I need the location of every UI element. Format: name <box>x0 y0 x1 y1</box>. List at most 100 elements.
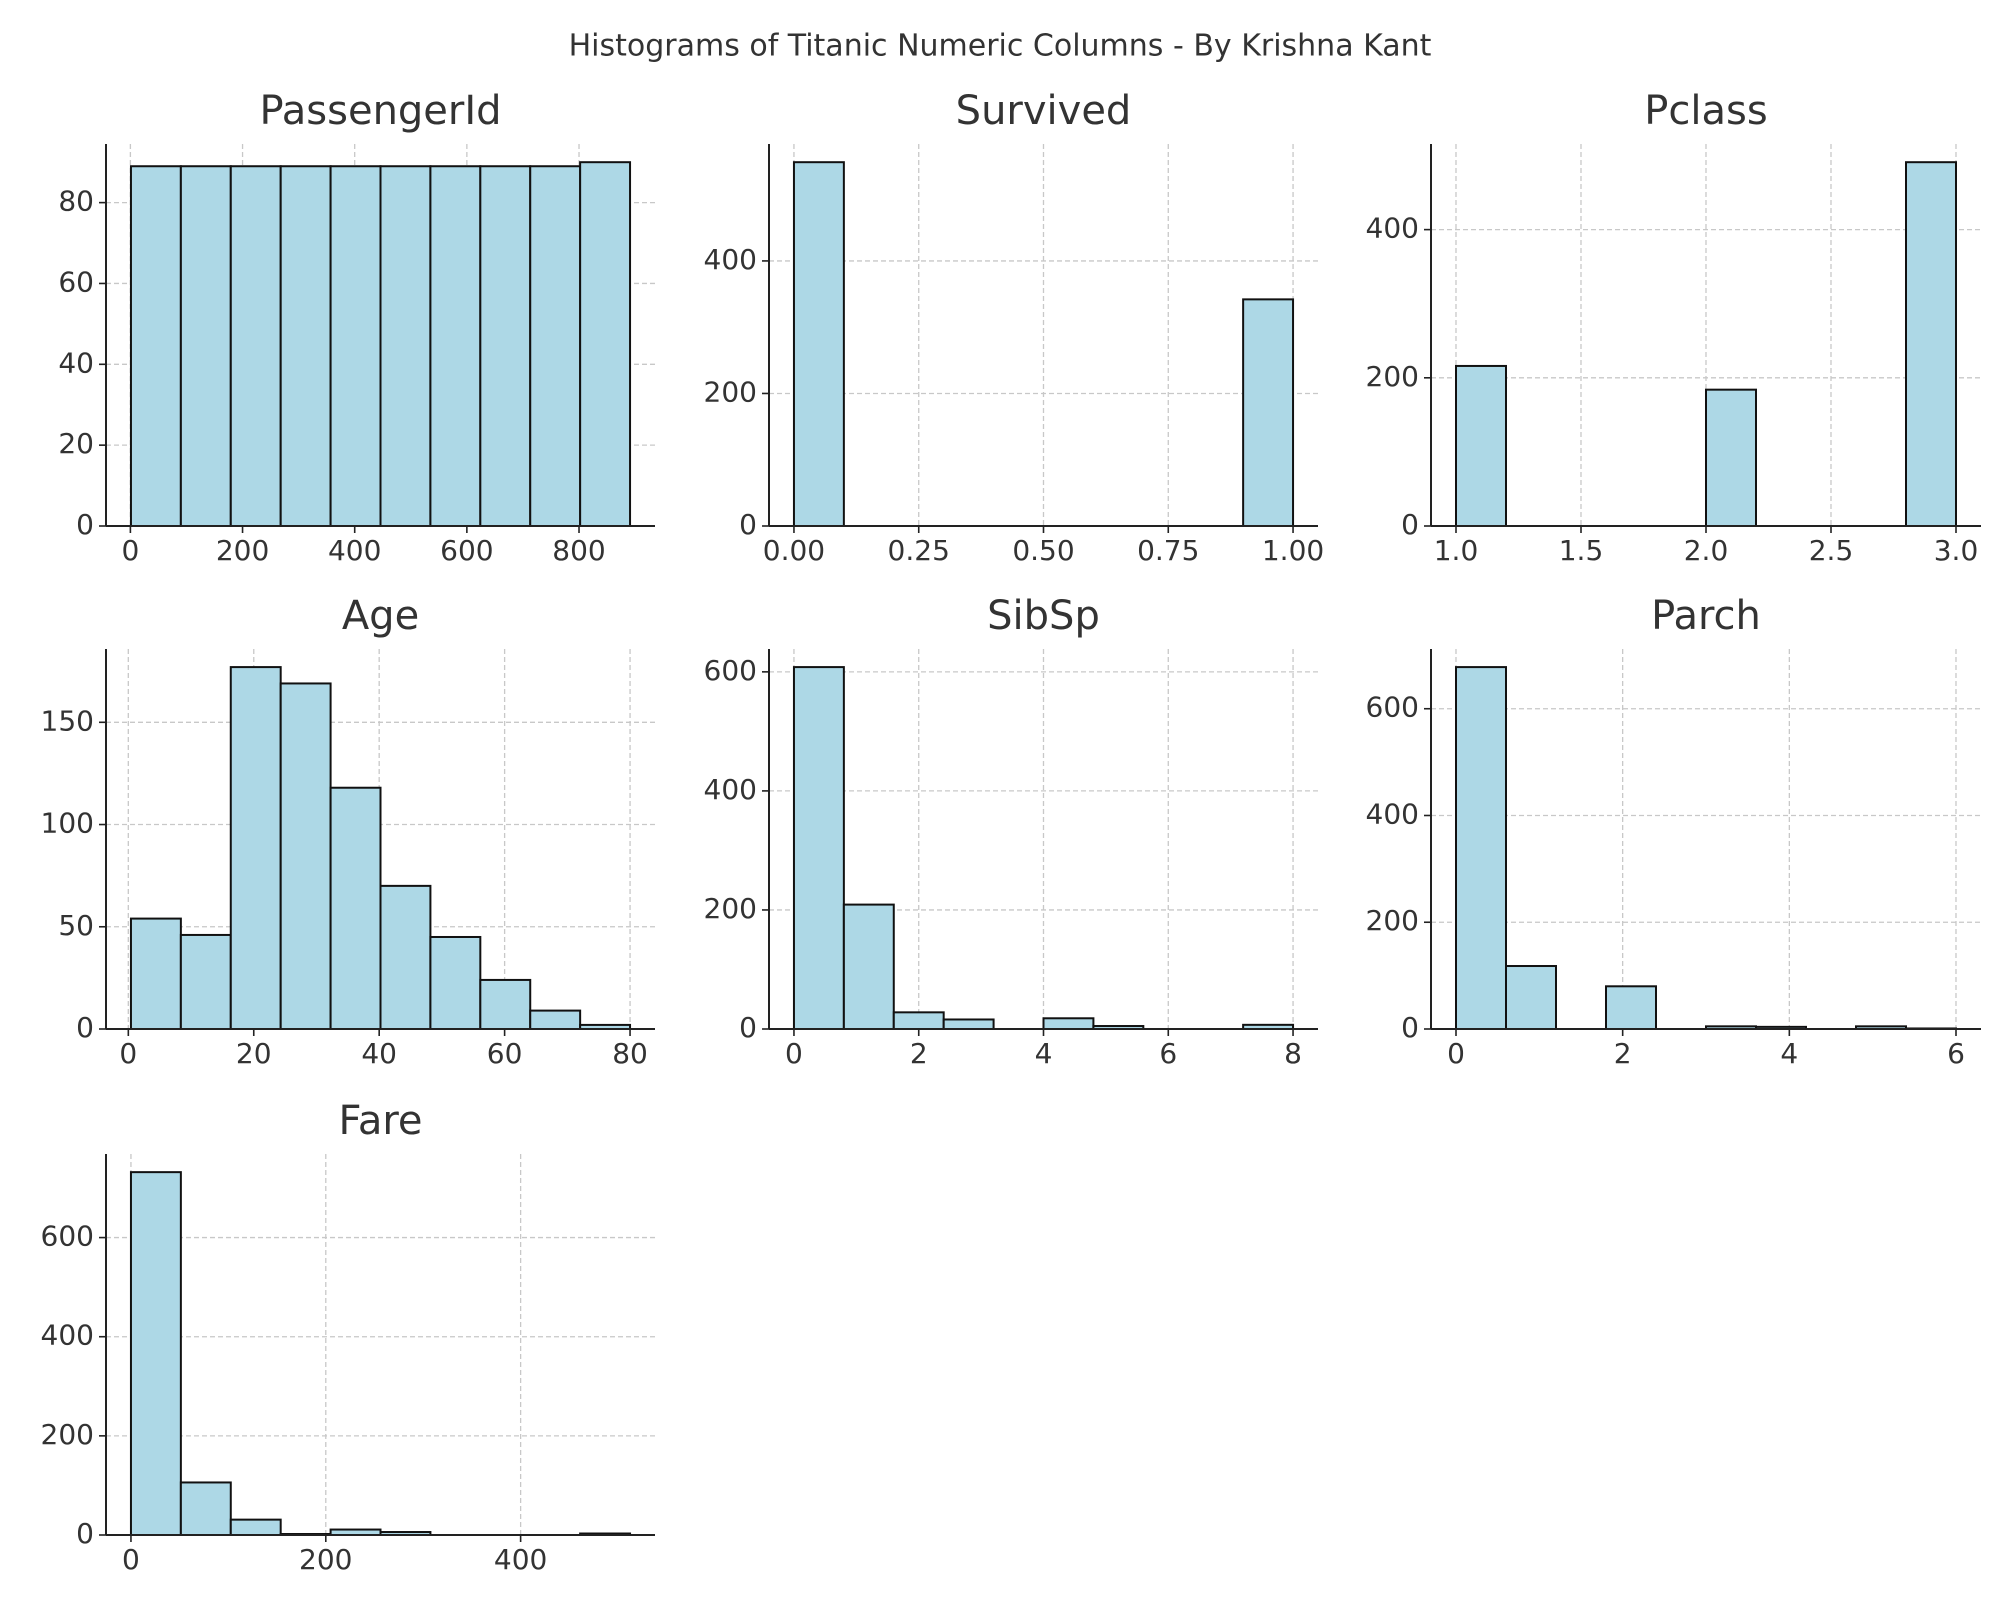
bar <box>229 666 282 1030</box>
x-tick-label: 3.0 <box>1934 534 1979 567</box>
y-tick-label: 400 <box>41 1319 94 1352</box>
y-tick-label: 0 <box>76 1517 94 1550</box>
subplot: 0 200 400 600 800 0 20 40 60 80 PassengerId <box>58 88 655 567</box>
bar <box>329 165 382 527</box>
x-tick-label: 80 <box>612 1037 648 1070</box>
y-tick-label: 0 <box>1401 508 1419 541</box>
x-tick-label: 0 <box>121 534 139 567</box>
subplot-title: Parch <box>1651 593 1761 639</box>
bar <box>1505 965 1557 1030</box>
subplot-title: Fare <box>338 1098 422 1144</box>
y-tick-label: 50 <box>58 909 94 942</box>
bar <box>1455 666 1507 1030</box>
x-tick-label: 1.5 <box>1559 534 1604 567</box>
subplot-title: Age <box>342 593 419 639</box>
bar <box>179 165 232 527</box>
x-tick-label: 0.50 <box>1012 534 1074 567</box>
subplot: 0 200 400 0 200 400 600 Fare <box>41 1098 655 1576</box>
subplot-title: Survived <box>956 88 1132 134</box>
x-tick-label: 2 <box>910 1037 928 1070</box>
y-tick-label: 60 <box>58 265 94 298</box>
bar <box>129 165 182 527</box>
y-tick-label: 150 <box>41 704 94 737</box>
y-tick-label: 200 <box>704 375 757 408</box>
x-tick-label: 0 <box>122 1543 140 1576</box>
y-tick-label: 100 <box>41 807 94 840</box>
bar <box>379 165 432 527</box>
x-tick-label: 20 <box>236 1037 272 1070</box>
figure-title: Histograms of Titanic Numeric Columns - … <box>569 29 1432 64</box>
bar <box>792 161 845 527</box>
bar <box>529 165 582 527</box>
x-tick-label: 2.5 <box>1809 534 1854 567</box>
x-tick-label: 8 <box>1284 1037 1302 1070</box>
x-tick-label: 0.25 <box>888 534 950 567</box>
x-tick-label: 400 <box>328 534 381 567</box>
bar <box>479 978 532 1030</box>
y-tick-label: 0 <box>739 1011 757 1044</box>
x-tick-label: 2 <box>1614 1037 1632 1070</box>
bar <box>842 903 895 1030</box>
x-tick-label: 6 <box>1159 1037 1177 1070</box>
x-tick-label: 1.00 <box>1262 534 1324 567</box>
y-tick-label: 80 <box>58 185 94 218</box>
subplot: 0 20 40 60 80 0 50 100 150 Age <box>41 593 655 1070</box>
y-tick-label: 20 <box>58 427 94 460</box>
y-tick-label: 400 <box>1366 212 1419 245</box>
bar <box>1042 1017 1095 1030</box>
subplot-title: Pclass <box>1644 88 1767 134</box>
x-tick-label: 4 <box>1035 1037 1053 1070</box>
x-tick-label: 40 <box>361 1037 397 1070</box>
y-tick-label: 200 <box>41 1418 94 1451</box>
x-tick-label: 6 <box>1947 1037 1965 1070</box>
y-tick-label: 600 <box>704 654 757 687</box>
bar <box>579 161 632 527</box>
bar <box>1605 985 1657 1030</box>
bar <box>1455 364 1507 528</box>
bar <box>792 666 845 1030</box>
bar <box>892 1011 945 1030</box>
x-tick-label: 200 <box>299 1543 352 1576</box>
y-tick-label: 400 <box>704 243 757 276</box>
bar <box>279 682 332 1030</box>
y-tick-label: 200 <box>1366 360 1419 393</box>
bar <box>429 165 482 527</box>
y-tick-label: 40 <box>58 346 94 379</box>
bar <box>479 165 532 527</box>
subplot: 0.00 0.25 0.50 0.75 1.00 0 200 400 Survived <box>704 88 1325 567</box>
y-tick-label: 200 <box>704 892 757 925</box>
y-tick-label: 600 <box>1366 691 1419 724</box>
bar <box>379 884 432 1031</box>
subplot-title: PassengerId <box>259 88 501 134</box>
subplot: 1.0 1.5 2.0 2.5 3.0 0 200 400 Pclass <box>1366 88 1981 567</box>
x-tick-label: 4 <box>1780 1037 1798 1070</box>
x-tick-label: 0 <box>785 1037 803 1070</box>
x-tick-label: 0.00 <box>763 534 825 567</box>
y-tick-label: 0 <box>76 508 94 541</box>
bar <box>429 935 482 1030</box>
bar <box>129 917 182 1030</box>
y-tick-label: 0 <box>76 1011 94 1044</box>
subplot-title: SibSp <box>987 593 1100 639</box>
x-tick-label: 0 <box>119 1037 137 1070</box>
bar <box>179 933 232 1031</box>
y-tick-label: 0 <box>1401 1011 1419 1044</box>
x-tick-label: 200 <box>216 534 269 567</box>
x-tick-label: 0 <box>1447 1037 1465 1070</box>
bar <box>529 1009 582 1031</box>
x-tick-label: 800 <box>552 534 605 567</box>
x-tick-label: 600 <box>440 534 493 567</box>
y-tick-label: 200 <box>1366 904 1419 937</box>
bar <box>229 165 282 527</box>
x-tick-label: 1.0 <box>1434 534 1479 567</box>
x-tick-label: 2.0 <box>1684 534 1729 567</box>
bar <box>1905 161 1957 527</box>
y-tick-label: 400 <box>704 773 757 806</box>
x-tick-label: 60 <box>487 1037 523 1070</box>
y-tick-label: 400 <box>1366 797 1419 830</box>
subplot: 0 2 4 6 8 0 200 400 600 SibSp <box>704 593 1318 1070</box>
bar <box>279 165 332 527</box>
bar <box>942 1018 995 1031</box>
x-tick-label: 400 <box>494 1543 547 1576</box>
